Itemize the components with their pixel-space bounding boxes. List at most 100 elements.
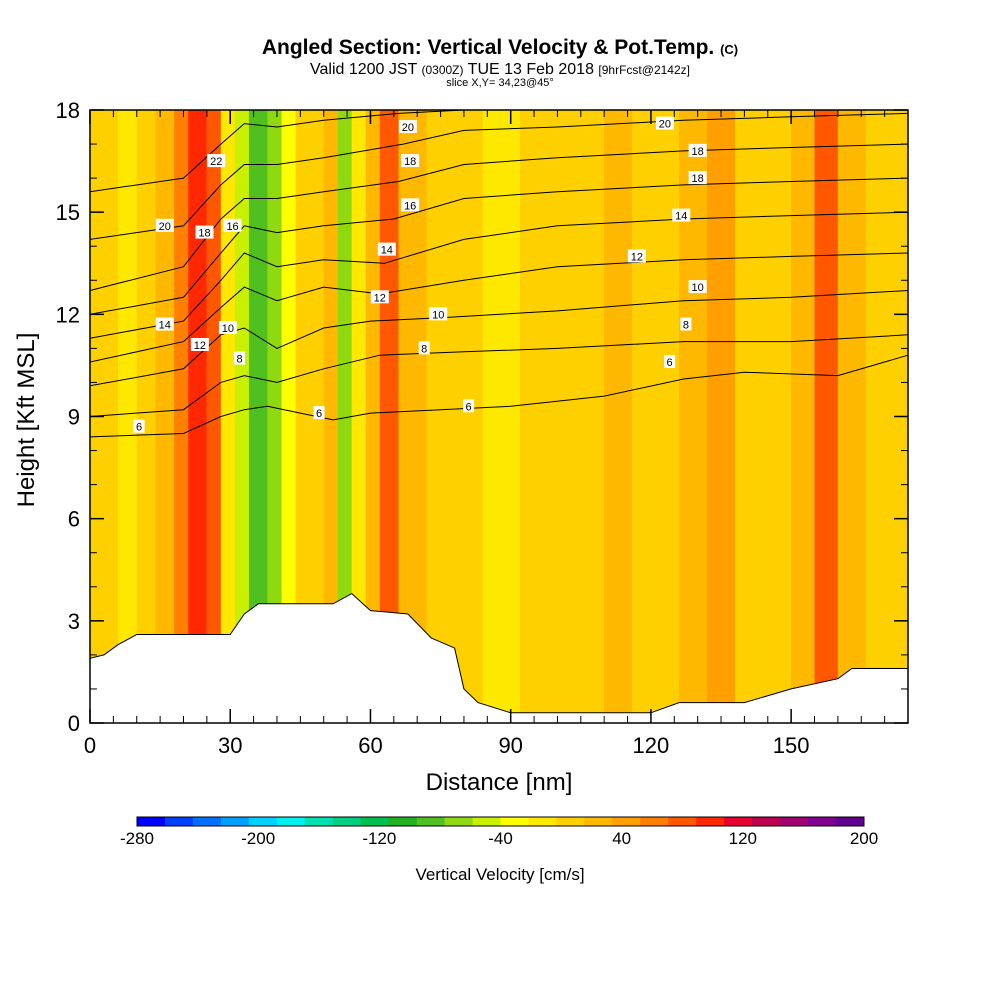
- chart-title: Angled Section: Vertical Velocity & Pot.…: [261, 36, 739, 59]
- colorbar-swatch: [137, 817, 166, 826]
- colorbar-tick-label: 120: [729, 829, 757, 848]
- contour-label: 10: [432, 309, 444, 321]
- contour-label-bg: [223, 218, 242, 232]
- contour-label-bg: [627, 249, 646, 263]
- contour-label: 14: [675, 211, 687, 223]
- colorbar-swatch: [668, 817, 697, 826]
- colorbar-swatch: [276, 817, 306, 826]
- contour-label: 6: [667, 357, 673, 369]
- contour-label: 22: [210, 156, 222, 168]
- velocity-band: [188, 110, 207, 723]
- colorbar-swatch: [584, 817, 613, 826]
- x-tick-label: 90: [498, 733, 522, 758]
- y-tick-label: 9: [68, 405, 80, 430]
- contour-label-bg: [133, 419, 145, 433]
- velocity-band: [520, 110, 605, 723]
- contour-label: 20: [659, 119, 671, 131]
- velocity-band: [337, 110, 352, 723]
- colorbar-tick-label: -40: [488, 829, 513, 848]
- colorbar-swatch: [444, 817, 473, 826]
- colorbar-swatch: [416, 817, 445, 826]
- contour-label: 6: [466, 401, 472, 413]
- contour-label-bg: [370, 290, 389, 304]
- velocity-band: [351, 110, 366, 723]
- colorbar-swatch: [612, 817, 641, 826]
- contour-label-bg: [418, 341, 430, 355]
- isentrope-20: [89, 112, 909, 240]
- velocity-band: [814, 110, 838, 723]
- contour-label: 12: [631, 251, 643, 263]
- y-tick-label: 18: [56, 98, 80, 123]
- colorbar-swatch: [304, 817, 334, 826]
- contour-label: 10: [222, 323, 234, 335]
- velocity-band: [707, 110, 736, 723]
- colorbar-swatch: [164, 817, 194, 826]
- contour-label: 14: [159, 320, 171, 332]
- contour-label-bg: [398, 120, 417, 134]
- x-axis-label: Distance [nm]: [426, 769, 573, 796]
- colorbar-swatch: [528, 817, 557, 826]
- velocity-band: [220, 110, 235, 723]
- contour-label-bg: [401, 154, 420, 168]
- chart-subtitle: Valid 1200 JST (0300Z) TUE 13 Feb 2018 […: [310, 61, 690, 78]
- colorbar-swatch: [360, 817, 390, 826]
- isentrope-12: [89, 252, 909, 363]
- contour-label: 12: [374, 292, 386, 304]
- contour-label: 8: [237, 354, 243, 366]
- contour-label: 18: [692, 146, 704, 158]
- colorbar-swatch: [332, 817, 362, 826]
- contour-label: 18: [404, 156, 416, 168]
- contour-label: 10: [692, 282, 704, 294]
- isentrope-8: [89, 334, 909, 417]
- axes: 0 30 60 90 120 150 0 3 6 9 12 15 18: [56, 98, 908, 758]
- y-tick-label: 12: [56, 302, 80, 327]
- y-tick-label: 15: [56, 200, 80, 225]
- x-tick-label: 150: [773, 733, 810, 758]
- colorbar: -280 -200 -120 -40 40 120 200: [120, 816, 878, 848]
- contour-label-bg: [688, 171, 707, 185]
- velocity-band: [118, 110, 137, 723]
- colorbar-swatch: [500, 817, 529, 826]
- contour-label-bg: [377, 242, 396, 256]
- contour-label-bg: [664, 355, 676, 369]
- contour-label-bg: [207, 154, 226, 168]
- isentrope-lines: [89, 109, 909, 438]
- colorbar-tick-label: -200: [241, 829, 275, 848]
- terrain-profile: [89, 592, 909, 724]
- isentrope-22: [89, 109, 464, 193]
- colorbar-tick-label: 200: [850, 829, 878, 848]
- contour-label-bg: [688, 280, 707, 294]
- contour-label-bg: [672, 208, 691, 222]
- colorbar-swatch: [780, 817, 809, 826]
- colorbar-tick-label: -120: [362, 829, 396, 848]
- contour-label: 14: [381, 245, 393, 257]
- colorbar-swatch: [724, 817, 753, 826]
- velocity-band: [632, 110, 679, 723]
- contour-labels: 22 20 18 16 14 12 10 8 6 6 20 18 16 14 12 10 8 6 20 18 18 14 1…: [133, 116, 707, 434]
- colorbar-swatch: [472, 817, 501, 826]
- velocity-band: [267, 110, 282, 723]
- contour-label: 20: [159, 221, 171, 233]
- colorbar-tick-label: 40: [612, 829, 631, 848]
- colorbar-swatch: [556, 817, 585, 826]
- colorbar-tick-label: -280: [120, 829, 154, 848]
- x-tick-label: 120: [633, 733, 670, 758]
- contour-label: 6: [136, 422, 142, 434]
- isentrope-6: [89, 354, 909, 438]
- colorbar-swatch: [388, 817, 418, 826]
- velocity-band: [248, 110, 268, 723]
- velocity-field: [90, 110, 908, 723]
- x-tick-label: 0: [84, 733, 96, 758]
- colorbar-swatch: [696, 817, 725, 826]
- contour-label: 18: [692, 173, 704, 185]
- velocity-band: [791, 110, 815, 723]
- contour-label: 16: [404, 200, 416, 212]
- terrain: [89, 592, 909, 724]
- isentrope-16: [89, 177, 909, 315]
- y-axis-label: Height [Kft MSL]: [13, 333, 40, 508]
- velocity-band: [678, 110, 708, 723]
- colorbar-swatch: [248, 817, 278, 826]
- velocity-band: [136, 110, 156, 723]
- contour-label: 6: [316, 408, 322, 420]
- velocity-band: [281, 110, 296, 723]
